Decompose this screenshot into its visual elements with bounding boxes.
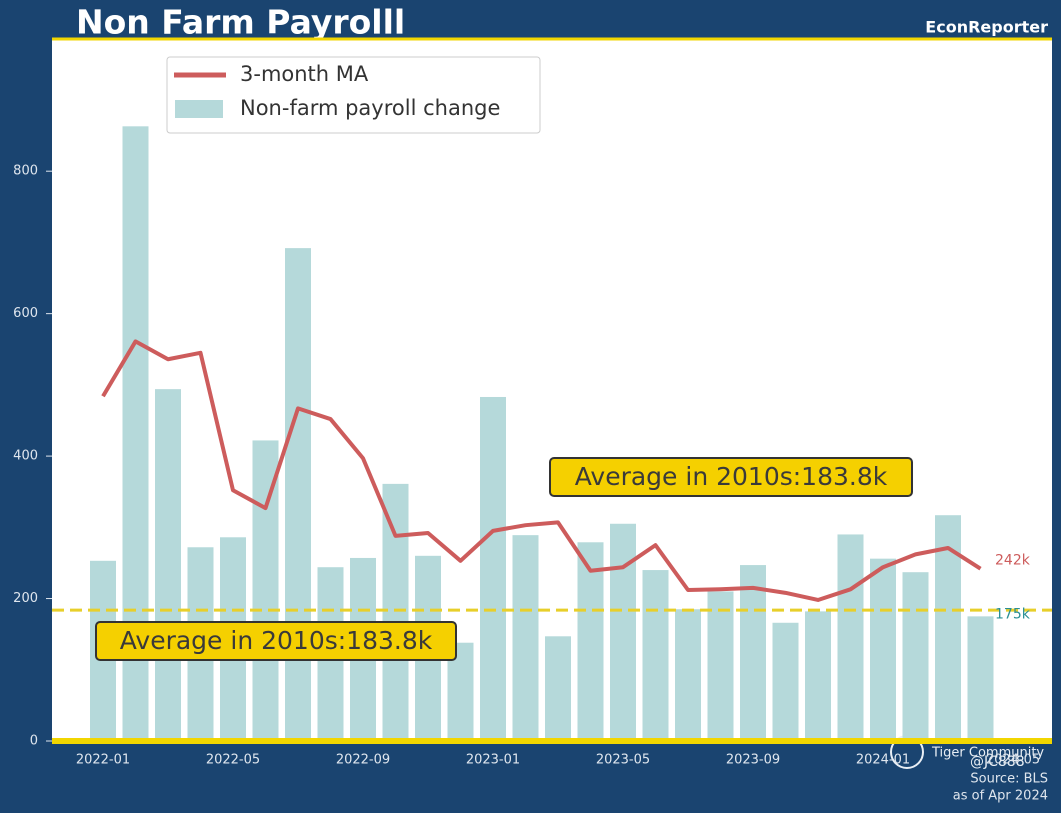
bar [512, 535, 539, 741]
y-tick-label: 600 [13, 306, 38, 321]
x-tick-label: 2024-05 [986, 753, 1040, 768]
y-tick-label: 800 [13, 164, 38, 179]
annotation: Average in 2010s:183.8k [575, 462, 888, 491]
x-tick-label: 2023-09 [726, 753, 780, 768]
x-tick-label: 2023-05 [596, 753, 650, 768]
legend-swatch [175, 100, 223, 118]
bar [252, 440, 279, 741]
y-tick-label: 0 [30, 734, 38, 749]
watermark-user: @JC888 [970, 754, 1025, 770]
legend-label: 3-month MA [240, 62, 369, 86]
bar [382, 483, 409, 741]
bar [545, 636, 571, 741]
bar [772, 622, 799, 741]
bar [675, 609, 701, 741]
source: Source: BLS [970, 772, 1048, 787]
bar [707, 591, 734, 741]
brand: EconReporter [925, 18, 1048, 37]
x-tick-label: 2022-09 [336, 753, 390, 768]
y-tick-label: 400 [13, 449, 38, 464]
end-label: 242k [995, 553, 1031, 569]
bar [480, 396, 506, 741]
y-tick-label: 200 [13, 591, 38, 606]
annotation: Average in 2010s:183.8k [120, 626, 433, 655]
bar [967, 616, 994, 741]
x-tick-label: 2023-01 [466, 753, 520, 768]
bar [155, 389, 181, 741]
bar [610, 523, 636, 741]
bar [285, 248, 311, 741]
ma-line [101, 339, 982, 602]
bar [740, 565, 766, 741]
watermark: Tiger Community [931, 746, 1044, 761]
x-tick-label: 2022-01 [76, 753, 130, 768]
chart-title: Non Farm Payrolll [76, 3, 405, 42]
bar [837, 534, 864, 741]
end-label: 175k [995, 606, 1031, 622]
bar [577, 542, 604, 741]
bar [805, 611, 831, 741]
x-tick-label: 2024-01 [856, 753, 910, 768]
legend-box [166, 56, 541, 134]
bar [870, 558, 896, 741]
as-of: as of Apr 2024 [953, 789, 1048, 804]
x-tick-label: 2022-05 [206, 753, 260, 768]
annotation-box [549, 457, 913, 497]
annotation-box [95, 621, 457, 661]
legend-label: Non-farm payroll change [240, 96, 500, 120]
bar [642, 570, 669, 741]
bar [902, 572, 929, 741]
